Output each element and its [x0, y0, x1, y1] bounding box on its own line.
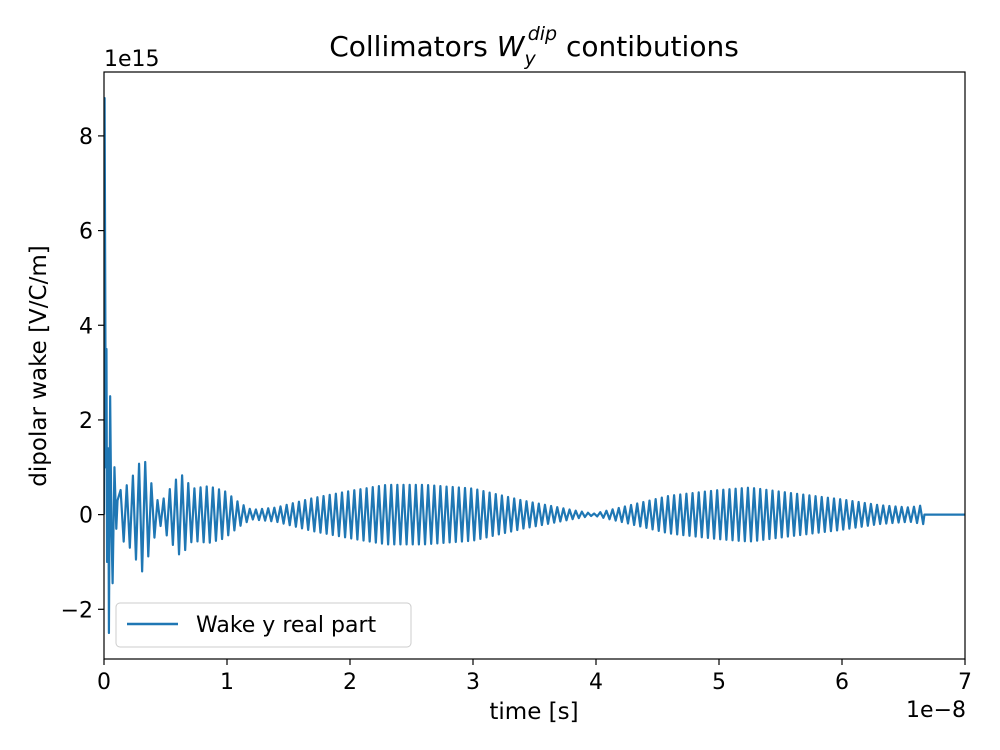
legend: Wake y real part — [115, 602, 412, 648]
chart-title: Collimators Wydip contibutions — [329, 23, 739, 70]
plot-frame — [103, 71, 966, 660]
x-tick-label: 1 — [220, 670, 234, 695]
x-tick-label: 2 — [343, 670, 357, 695]
y-offset-label: 1e15 — [104, 47, 160, 72]
x-tick-label: 3 — [466, 670, 480, 695]
x-tick-label: 7 — [958, 670, 972, 695]
y-tick-label: 0 — [79, 504, 93, 529]
series-line-wake-y-real-part — [104, 96, 965, 635]
y-axis-label: dipolar wake [V/C/m] — [26, 245, 52, 486]
legend-label: Wake y real part — [196, 613, 376, 638]
x-tick-label: 0 — [97, 670, 111, 695]
y-tick-label: 8 — [79, 125, 93, 150]
axis-ticks: 0 1 2 3 4 5 6 7 −2 0 2 4 6 8 — [61, 125, 972, 695]
y-tick-label: −2 — [61, 598, 93, 623]
plot-area — [104, 96, 965, 635]
y-tick-label: 4 — [79, 314, 93, 339]
legend-box — [115, 602, 412, 648]
x-tick-label: 4 — [589, 670, 603, 695]
x-tick-label: 5 — [712, 670, 726, 695]
x-axis-label: time [s] — [489, 699, 578, 725]
y-tick-label: 6 — [79, 220, 93, 245]
y-tick-label: 2 — [79, 409, 93, 434]
x-offset-label: 1e−8 — [906, 698, 966, 723]
x-tick-label: 6 — [835, 670, 849, 695]
